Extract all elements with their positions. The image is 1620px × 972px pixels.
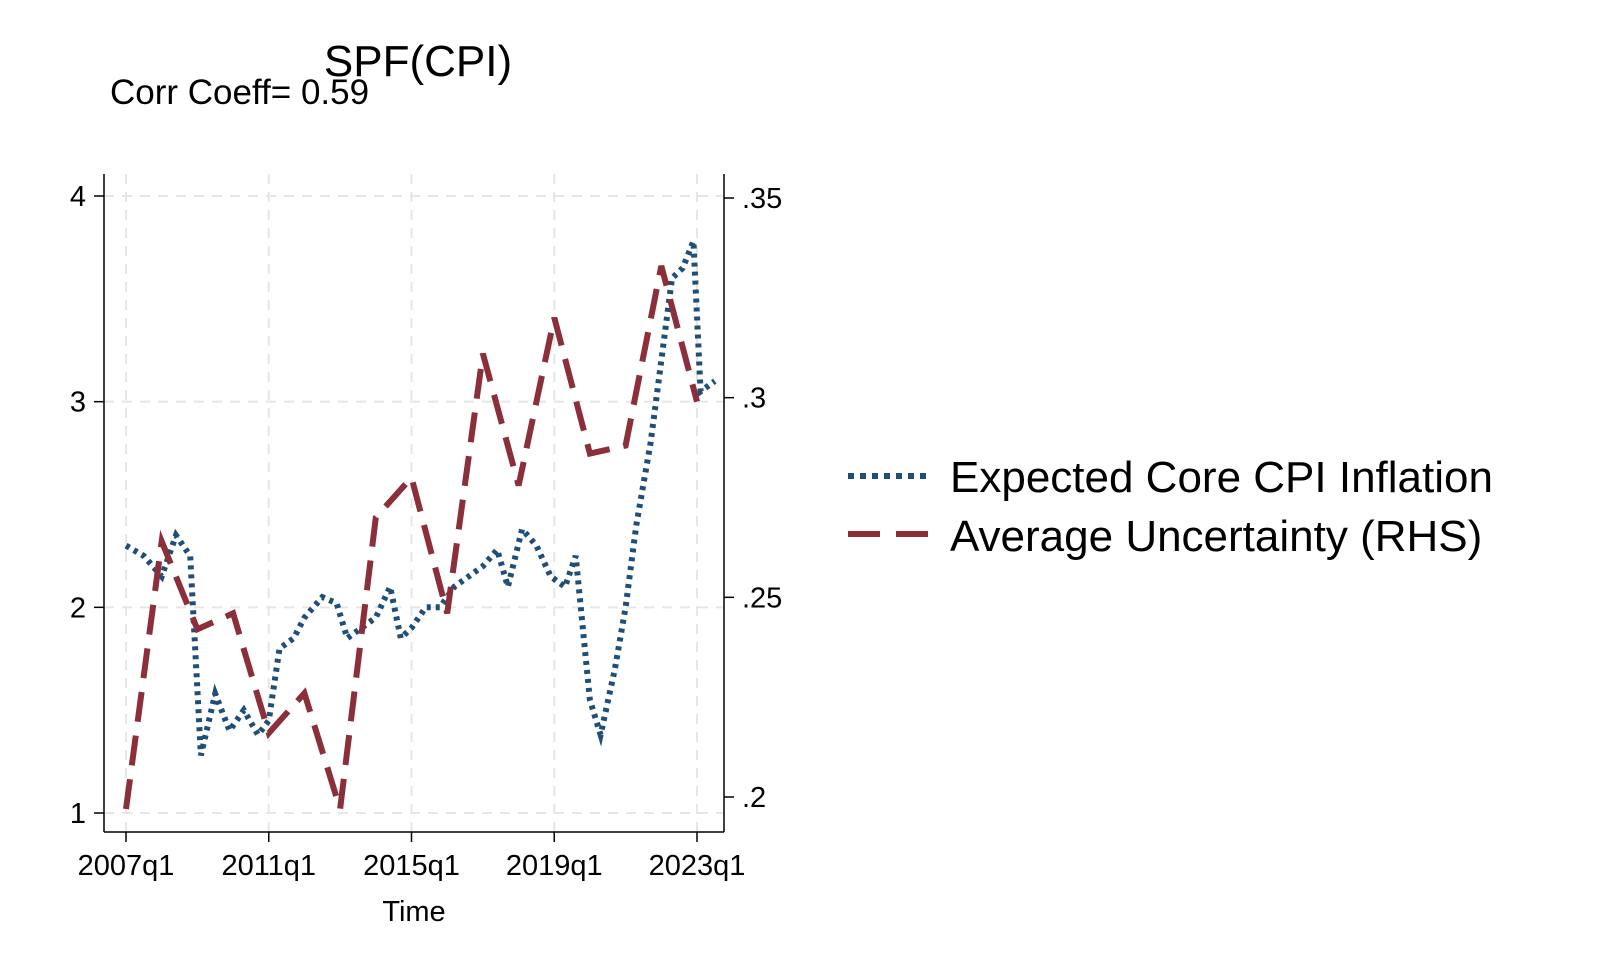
legend: Expected Core CPI Inflation Average Unce…	[848, 453, 1493, 561]
chart-subtitle: Corr Coeff= 0.59	[110, 73, 369, 112]
y-left-tick-label-0: 1	[70, 798, 86, 830]
axes	[103, 174, 725, 833]
x-tick-label-4: 2023q1	[649, 850, 746, 882]
y-left-tick-label-2: 3	[70, 387, 86, 419]
x-tick-label-3: 2019q1	[506, 850, 603, 882]
series-line-1	[123, 265, 700, 810]
y-left-tick-label-1: 2	[70, 592, 86, 624]
legend-label-average-uncertainty: Average Uncertainty (RHS)	[950, 512, 1482, 561]
tick-labels: 2007q1 2011q1 2015q1 2019q1 2023q1 1 2 3 4 .2 .25.…	[70, 181, 782, 882]
y-left-tick-label-3: 4	[70, 181, 86, 213]
y-right-tick-label-0: .2	[742, 782, 766, 814]
chart-title: SPF(CPI)	[324, 37, 512, 86]
y-right-tick-label-2: .3	[742, 383, 766, 415]
y-right-tick-label-1: .25	[742, 582, 782, 614]
legend-label-expected-core-cpi: Expected Core CPI Inflation	[950, 453, 1493, 502]
x-tick-label-0: 2007q1	[78, 850, 175, 882]
x-tick-label-2: 2015q1	[363, 850, 460, 882]
plot-area: 2007q1 2011q1 2015q1 2019q1 2023q1 1 2 3 4 .2 .25.…	[70, 174, 782, 882]
x-tick-label-1: 2011q1	[221, 850, 316, 882]
series-layer	[123, 240, 717, 810]
x-axis-label: Time	[382, 896, 445, 928]
y-right-tick-label-3: .35	[742, 183, 782, 215]
